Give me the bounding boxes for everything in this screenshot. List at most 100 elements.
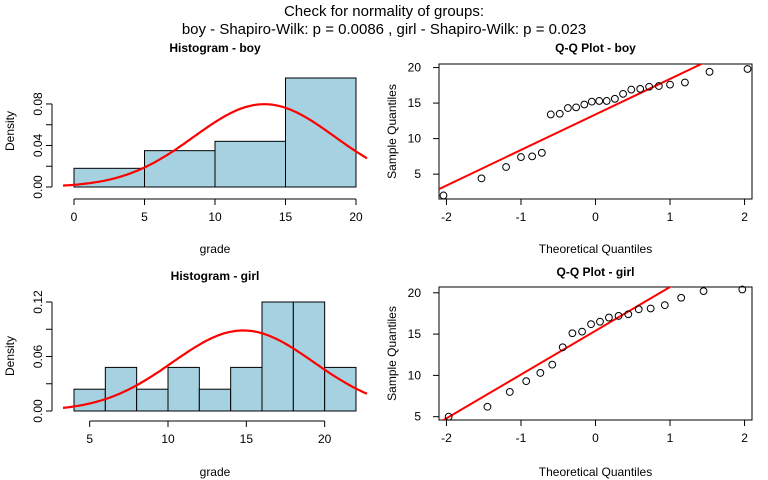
qq-point — [743, 65, 752, 73]
qq-reference-line — [441, 287, 672, 420]
histogram-bar — [136, 388, 169, 412]
qq-point — [738, 285, 747, 294]
qq-point — [578, 327, 586, 336]
x-tick-label: 2 — [741, 431, 748, 445]
x-tick-label: 20 — [318, 432, 332, 446]
y-tick-label: 0.00 — [31, 399, 45, 423]
x-tick-label: 5 — [141, 210, 148, 224]
qq-point — [546, 110, 555, 119]
qq-point — [595, 97, 604, 105]
qq-point — [666, 80, 674, 89]
qq-point — [517, 153, 525, 161]
panel-title: Histogram - girl — [171, 269, 260, 283]
histogram-bar — [104, 366, 138, 412]
qq-point — [677, 293, 686, 302]
qq-point — [572, 103, 581, 112]
qq-point — [660, 301, 669, 310]
y-axis-label: Sample Quantiles — [385, 84, 399, 179]
normal-density-curve — [62, 329, 368, 409]
y-tick-label: 20 — [408, 286, 422, 300]
x-tick-label: 2 — [741, 210, 748, 224]
qq-point — [580, 100, 589, 109]
qq-point — [636, 84, 645, 93]
qq-point — [646, 304, 655, 313]
qq-point — [522, 377, 531, 386]
panel-title: Q-Q Plot - boy — [555, 41, 636, 55]
qq-reference-line — [439, 64, 704, 190]
y-tick-label: 0.06 — [31, 344, 45, 368]
qq-point — [528, 152, 537, 161]
qq-point — [537, 148, 546, 157]
y-axis-label: Density — [3, 111, 17, 151]
x-tick-label: 0 — [71, 210, 78, 224]
qq-point — [558, 343, 567, 352]
histogram-bar — [261, 301, 294, 412]
x-tick-label: -2 — [441, 210, 452, 224]
qq-point — [619, 89, 627, 98]
qq-point — [505, 388, 514, 396]
x-axis-label: Theoretical Quantiles — [539, 465, 652, 479]
y-axis-label: Sample Quantiles — [385, 306, 399, 401]
qq-point — [564, 104, 572, 112]
qq-point — [548, 360, 557, 369]
y-tick-label: 5 — [414, 167, 421, 181]
qq-point — [605, 313, 613, 322]
x-tick-label: -1 — [516, 210, 527, 224]
y-tick-label: 0.04 — [31, 133, 45, 157]
qq-point — [555, 109, 564, 118]
x-axis-label: grade — [200, 465, 231, 479]
histogram-girl-panel: Histogram - girl 5 10 15 20 0.00 0.06 0.12 grade… — [3, 269, 368, 479]
x-tick-label: 5 — [86, 432, 93, 446]
qq-point — [439, 191, 448, 200]
histogram-bar — [198, 388, 232, 412]
histogram-bar — [292, 301, 326, 412]
y-tick-label: 0.08 — [31, 92, 45, 116]
y-tick-label: 0.00 — [31, 175, 45, 199]
qq-point — [568, 329, 577, 338]
qq-point — [602, 97, 611, 105]
qq-point — [627, 85, 636, 94]
qq-point — [477, 174, 486, 183]
y-tick-label: 15 — [408, 96, 422, 110]
y-tick-label: 5 — [414, 410, 421, 424]
qq-plot-girl-panel: Q-Q Plot - girl -2 -1 0 1 2 5 10 15 20 Theoretical… — [385, 265, 753, 479]
qq-point — [444, 412, 453, 421]
histogram-bar — [230, 366, 263, 412]
qq-point — [596, 317, 604, 326]
qq-point — [634, 305, 643, 314]
qq-plot-boy-panel: Q-Q Plot - boy -2 -1 0 1 2 5 10 15 20 Theoretical … — [385, 41, 753, 256]
histogram-bar — [285, 77, 357, 188]
x-tick-label: 1 — [667, 210, 674, 224]
y-tick-label: 0.12 — [31, 290, 45, 314]
qq-point — [483, 402, 492, 411]
x-tick-label: 1 — [667, 431, 674, 445]
y-tick-label: 10 — [408, 132, 422, 146]
x-tick-label: 15 — [240, 432, 254, 446]
qq-point — [699, 287, 708, 296]
histogram-boy-panel: Histogram - boy 0 5 10 15 20 0.00 0.04 0.08 grade… — [3, 41, 368, 256]
y-axis-label: Density — [3, 336, 17, 376]
qq-point — [610, 94, 619, 103]
plot-frame — [438, 286, 753, 421]
x-tick-label: 10 — [161, 432, 175, 446]
qq-point — [645, 82, 654, 91]
y-tick-label: 10 — [408, 368, 422, 382]
x-tick-label: 0 — [592, 431, 599, 445]
qq-point — [614, 312, 623, 320]
figure-title-line1: Check for normality of groups: — [284, 3, 484, 20]
panel-title: Histogram - boy — [169, 41, 261, 55]
histogram-bar — [167, 366, 200, 412]
qq-point — [654, 82, 663, 90]
x-tick-label: -1 — [516, 431, 527, 445]
plot-frame — [438, 63, 753, 200]
x-axis-label: Theoretical Quantiles — [539, 242, 652, 256]
qq-point — [536, 369, 545, 377]
x-tick-label: 10 — [208, 210, 222, 224]
histogram-bar — [214, 140, 286, 188]
y-tick-label: 15 — [408, 327, 422, 341]
histogram-bar — [144, 150, 216, 188]
qq-point — [705, 67, 714, 76]
histogram-bar — [324, 366, 357, 412]
figure-title-line2: boy - Shapiro-Wilk: p = 0.0086 , girl - … — [182, 21, 586, 38]
